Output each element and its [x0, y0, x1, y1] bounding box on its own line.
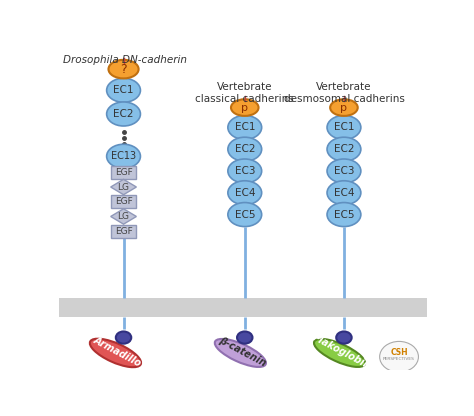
Ellipse shape	[107, 102, 140, 126]
Text: Vertebrate
desmosomal cadherins: Vertebrate desmosomal cadherins	[283, 82, 404, 104]
Ellipse shape	[228, 159, 262, 183]
Ellipse shape	[327, 181, 361, 205]
Ellipse shape	[231, 99, 258, 116]
Text: EC2: EC2	[235, 144, 255, 154]
Text: Armadillo: Armadillo	[91, 334, 143, 368]
Ellipse shape	[237, 332, 253, 344]
Text: EC1: EC1	[113, 85, 134, 95]
Ellipse shape	[314, 339, 365, 367]
Ellipse shape	[90, 339, 141, 367]
Ellipse shape	[109, 60, 138, 79]
Text: Plakoglobin: Plakoglobin	[310, 332, 372, 371]
Ellipse shape	[228, 203, 262, 227]
Polygon shape	[110, 179, 137, 195]
FancyBboxPatch shape	[110, 166, 137, 179]
Text: p: p	[241, 103, 248, 113]
Text: EC3: EC3	[235, 166, 255, 176]
Text: EC4: EC4	[235, 188, 255, 198]
Text: EC3: EC3	[334, 166, 354, 176]
Ellipse shape	[107, 78, 140, 102]
Text: Vertebrate
classical cadherins: Vertebrate classical cadherins	[195, 82, 294, 104]
Text: EGF: EGF	[115, 227, 132, 236]
Text: LG: LG	[118, 183, 129, 191]
Text: β-catenin: β-catenin	[217, 335, 267, 369]
Ellipse shape	[228, 115, 262, 139]
FancyBboxPatch shape	[110, 225, 137, 238]
Text: EC1: EC1	[235, 122, 255, 132]
FancyBboxPatch shape	[110, 196, 137, 208]
Text: PERSPECTIVES: PERSPECTIVES	[383, 357, 415, 362]
Text: ?: ?	[120, 63, 127, 76]
Text: EC5: EC5	[235, 210, 255, 220]
Text: LG: LG	[118, 212, 129, 221]
Ellipse shape	[228, 137, 262, 161]
Polygon shape	[110, 209, 137, 224]
FancyBboxPatch shape	[59, 298, 427, 317]
Text: EC5: EC5	[334, 210, 354, 220]
Text: Drosophila DN-cadherin: Drosophila DN-cadherin	[63, 55, 187, 65]
Ellipse shape	[327, 203, 361, 227]
Ellipse shape	[330, 99, 358, 116]
Text: EC2: EC2	[113, 109, 134, 119]
Text: EGF: EGF	[115, 168, 132, 177]
Text: EC13: EC13	[111, 151, 136, 161]
Ellipse shape	[215, 339, 266, 367]
Ellipse shape	[327, 159, 361, 183]
Ellipse shape	[228, 181, 262, 205]
Ellipse shape	[107, 144, 140, 168]
Ellipse shape	[116, 332, 131, 344]
Ellipse shape	[327, 137, 361, 161]
Ellipse shape	[380, 342, 419, 372]
Text: EC4: EC4	[334, 188, 354, 198]
Text: EGF: EGF	[115, 197, 132, 206]
Text: CSH: CSH	[390, 349, 408, 357]
Ellipse shape	[327, 115, 361, 139]
Text: EC1: EC1	[334, 122, 354, 132]
Text: p: p	[340, 103, 347, 113]
Text: EC2: EC2	[334, 144, 354, 154]
Ellipse shape	[336, 332, 352, 344]
